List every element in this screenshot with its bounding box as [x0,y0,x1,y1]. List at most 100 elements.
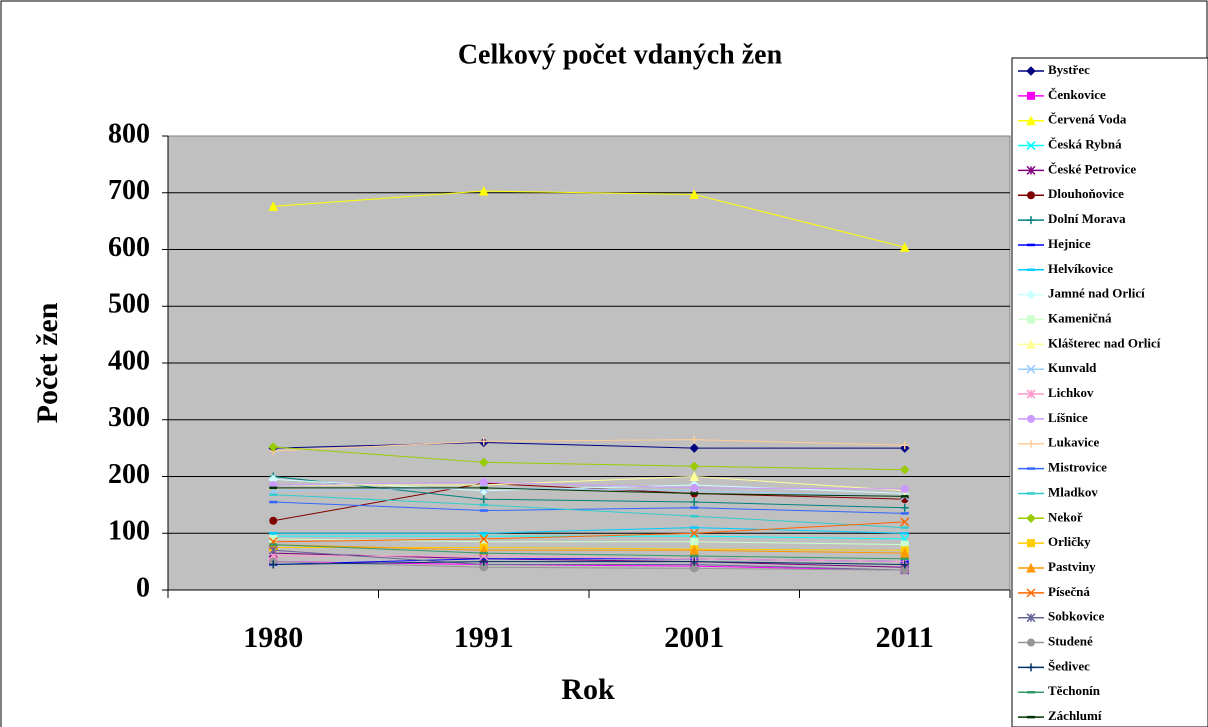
legend-swatch-marker [1026,165,1036,175]
legend-swatch-marker [1026,513,1036,524]
series-line [273,561,905,565]
data-point [479,557,488,566]
y-tick-label: 200 [108,459,150,490]
legend-swatch-marker [1027,638,1035,647]
y-tick-label: 100 [108,516,150,547]
legend-label: Orličky [1048,534,1091,549]
y-tick-label: 500 [108,289,150,320]
legend-swatch-marker [1026,339,1036,349]
legend-label: Líšnice [1048,410,1088,425]
legend-label: Klášterec nad Orlicí [1048,335,1161,350]
series-line [273,544,905,554]
legend-swatch-marker [1026,364,1036,374]
series-line [273,549,905,571]
data-point [690,483,699,492]
legend-label: Studené [1048,634,1093,649]
legend-label: Červená Voda [1048,112,1127,127]
series-line [273,555,905,563]
legend-label: Česká Rybná [1048,137,1122,152]
x-tick-label: 1991 [454,621,514,654]
series-line [273,487,905,497]
data-point [690,498,699,507]
data-point [690,564,699,573]
data-point [479,534,489,544]
data-point [689,461,699,471]
data-point [690,557,699,566]
legend-label: Těchonín [1048,683,1101,698]
data-point [479,495,488,504]
legend-swatch-marker [1026,389,1036,399]
chart-title: Celkový počet vdaných žen [458,39,783,70]
legend-swatch-marker [1026,588,1036,598]
legend [1011,57,1208,727]
legend-swatch-marker [1026,66,1036,76]
legend-label: Kunvald [1048,360,1097,375]
x-axis-label: Rok [561,673,615,706]
legend-swatch-marker [1026,562,1036,573]
legend-swatch-marker [1027,191,1035,200]
legend-swatch-marker [1027,91,1035,100]
data-point [900,441,909,450]
data-point [689,545,700,555]
legend-label: Jamné nad Orlicí [1048,286,1145,301]
y-tick-label: 0 [136,572,150,603]
data-point [690,537,699,546]
y-axis-label: Počet žen [31,302,64,423]
legend-label: Mistrovice [1048,460,1107,475]
legend-swatch-marker [1026,289,1036,300]
legend-label: Lukavice [1048,435,1100,450]
data-point [899,547,910,558]
series-line [273,446,905,471]
legend-label: Mladkov [1048,484,1098,499]
data-point [268,442,278,452]
series-line [273,561,905,571]
data-point [269,560,278,569]
legend-swatch-marker [1026,141,1036,151]
legend-swatch-marker [1026,115,1036,126]
series-line [273,475,905,492]
legend-label: Dolní Morava [1048,211,1126,226]
series-line [273,544,905,560]
data-point [478,185,489,196]
data-point [479,437,488,446]
series-line [273,482,905,522]
data-point [690,435,699,444]
y-tick-label: 700 [108,175,150,206]
data-point [268,201,279,211]
legend-label: Sobkovice [1048,609,1105,624]
y-tick-label: 600 [108,232,150,263]
legend-swatch-marker [1027,539,1035,548]
legend-label: Pastviny [1048,559,1096,574]
data-point [900,503,909,512]
x-tick-label: 1980 [243,621,303,654]
legend-label: Nekoř [1048,509,1083,524]
legend-label: Písečná [1048,584,1090,599]
series-line [273,441,905,449]
series-line [273,501,905,514]
data-point [689,528,699,538]
legend-swatch-marker [1027,414,1035,423]
data-point [269,516,278,525]
data-point [689,471,700,481]
legend-label: Hejnice [1048,236,1091,251]
series-line [273,439,905,452]
series-line [273,481,905,490]
legend-label: Čenkovice [1048,87,1106,102]
data-point [900,517,910,527]
data-point [899,242,910,252]
data-point [900,560,909,569]
x-tick-label: 2011 [876,621,934,654]
y-tick-label: 300 [108,402,150,433]
data-point [689,189,700,199]
series-line [273,521,905,543]
data-point [479,457,489,468]
legend-label: Kameničná [1048,310,1112,325]
data-point [689,443,699,453]
y-tick-label: 800 [108,118,150,149]
legend-label: Bystřec [1048,62,1090,77]
series-line [273,527,905,534]
legend-label: Helvíkovice [1048,261,1113,276]
series-line [273,494,905,529]
data-point [479,478,488,487]
series-line [273,487,905,497]
